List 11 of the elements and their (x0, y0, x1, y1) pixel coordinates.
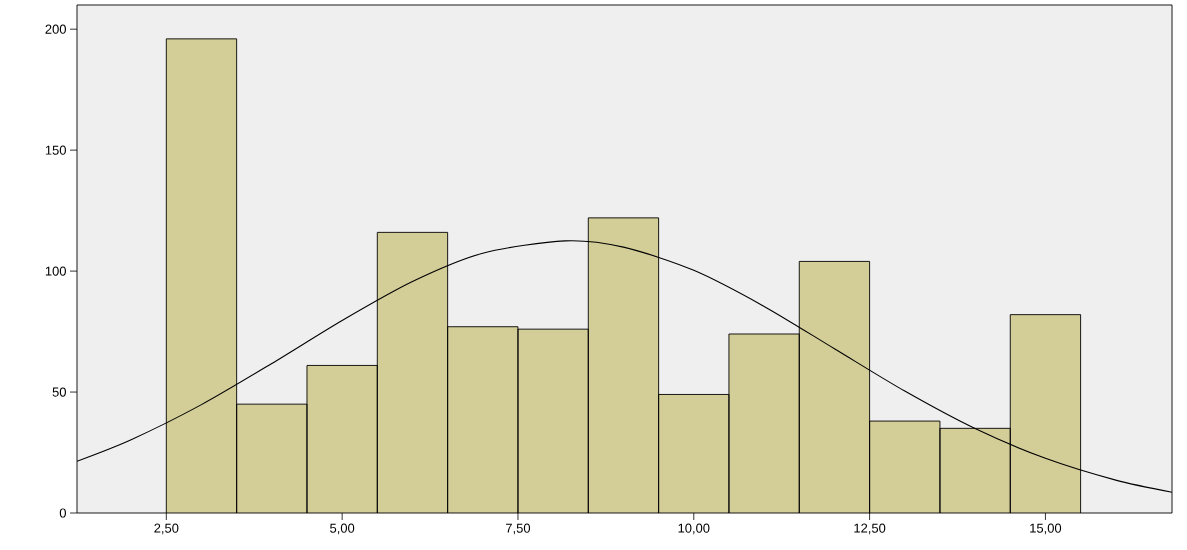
y-tick-label: 200 (45, 24, 66, 34)
x-tick-label: 10,00 (678, 523, 710, 535)
x-tick-label: 5,00 (330, 523, 355, 535)
y-tick-label: 150 (45, 145, 66, 155)
y-tick-label: 0 (59, 508, 66, 518)
x-tick-label: 12,50 (854, 523, 886, 535)
y-tick-label: 100 (45, 266, 66, 276)
x-tick-label: 2,50 (154, 523, 179, 535)
x-tick-label: 7,50 (506, 523, 531, 535)
y-tick-label: 50 (52, 387, 66, 397)
x-tick-label: 15,00 (1030, 523, 1062, 535)
